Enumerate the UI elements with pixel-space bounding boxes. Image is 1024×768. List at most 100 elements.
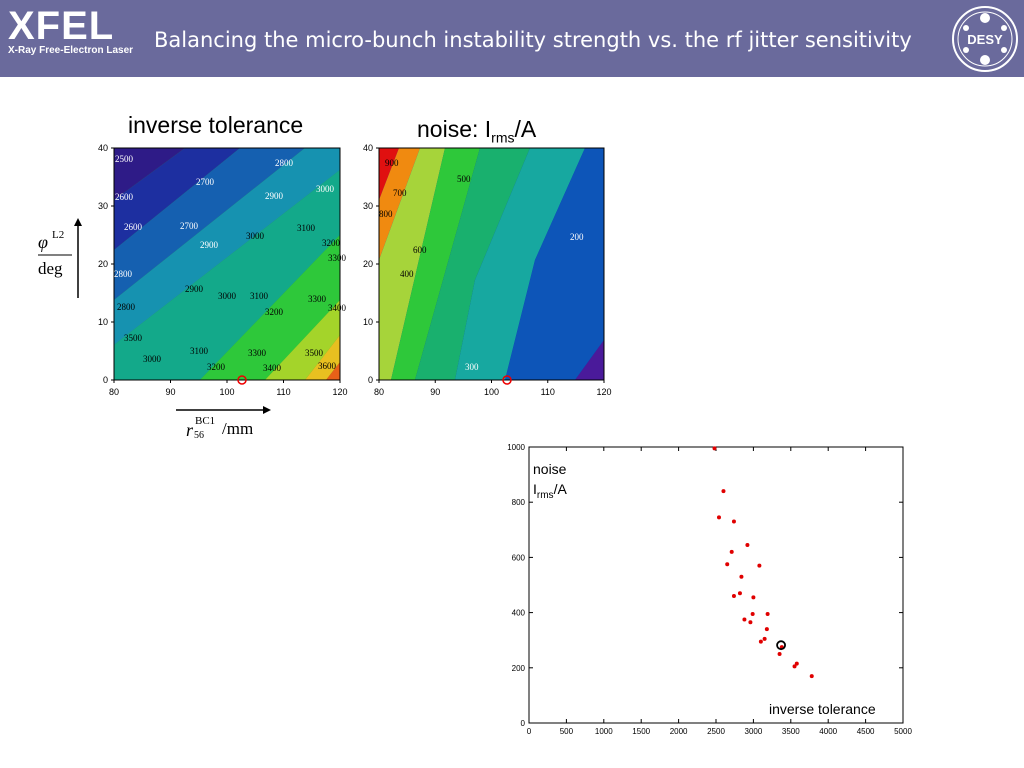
contour-label: 2900 (200, 240, 219, 250)
y-tick-label: 0 (521, 719, 526, 728)
y-tick-label: 40 (363, 143, 373, 153)
contour-label: 300 (465, 362, 479, 372)
x-tick-label: 4000 (819, 727, 837, 736)
y-tick-label: 800 (512, 498, 526, 507)
x-tick-label: 90 (165, 387, 175, 397)
x-tick-label: 500 (560, 727, 574, 736)
noise-title-sub: rms (491, 129, 515, 146)
x-tick-label: 2500 (707, 727, 725, 736)
contour-label: 3500 (124, 333, 143, 343)
contour-label: 2600 (124, 222, 143, 232)
scatter-label-inverse: inverse tolerance (769, 701, 876, 717)
scatter-point (739, 574, 744, 579)
contour-label: 3200 (265, 307, 284, 317)
x-tick-label: 120 (332, 387, 347, 397)
slide-title: Balancing the micro-bunch instability st… (154, 28, 912, 52)
x-tick-label: 120 (596, 387, 611, 397)
contour-label: 700 (393, 188, 407, 198)
y-tick-label: 20 (363, 259, 373, 269)
contour-label: 600 (413, 245, 427, 255)
x-tick-label: 5000 (894, 727, 912, 736)
highlighted-point (776, 640, 786, 651)
y-tick-label: 600 (512, 553, 526, 562)
x-tick-label: 3500 (782, 727, 800, 736)
scatter-point (745, 542, 750, 547)
contour-label: 3300 (308, 294, 327, 304)
y-tick-label: 1000 (507, 443, 525, 452)
y-tick-label: 30 (363, 201, 373, 211)
desy-logo-text: DESY (967, 32, 1003, 47)
y-label-symbol: φ (38, 232, 48, 252)
scatter-point (750, 611, 755, 616)
scatter-point (742, 617, 747, 622)
noise-title: noise: Irms/A (417, 116, 536, 146)
contour-label: 3500 (305, 348, 324, 358)
scatter-point (762, 636, 767, 641)
x-tick-label: 0 (527, 727, 532, 736)
scatter-point (751, 595, 756, 600)
x-tick-label: 80 (374, 387, 384, 397)
x-tick-label: 3000 (745, 727, 763, 736)
scatter-label-sub: rms (536, 489, 554, 501)
y-axis-label: φ L2 deg (38, 218, 82, 298)
noise-vs-inverse-tolerance-scatter: 0 500 1000 1500 2000 2500 3000 3500 4000 4500 5000… (507, 443, 912, 736)
contour-label: 2800 (114, 269, 133, 279)
x-tick-label: 90 (430, 387, 440, 397)
desy-logo-icon: DESY (952, 6, 1018, 72)
scatter-point (809, 674, 814, 679)
contour-label: 2600 (115, 192, 134, 202)
x-tick-label: 1500 (632, 727, 650, 736)
noise-title-suffix: /A (514, 116, 537, 142)
inverse-tolerance-title: inverse tolerance (128, 112, 304, 138)
operating-point-marker (502, 375, 512, 385)
contour-label: 3100 (190, 346, 209, 356)
contour-label: 3200 (322, 238, 341, 248)
x-tick-label: 100 (219, 387, 234, 397)
x-tick-label: 110 (541, 387, 555, 397)
scatter-point (737, 591, 742, 596)
x-tick-label: 4500 (857, 727, 875, 736)
contour-label: 2900 (185, 284, 204, 294)
scatter-point (716, 515, 721, 520)
contour-label: 3000 (218, 291, 237, 301)
contour-label: 3100 (250, 291, 269, 301)
scatter-point (731, 594, 736, 599)
noise-title-prefix: noise: I (417, 116, 492, 142)
scatter-point (777, 652, 782, 656)
contour-label: 2700 (196, 177, 215, 187)
x-label-sub: 56 (194, 430, 204, 441)
scatter-point (764, 627, 769, 632)
y-tick-label: 30 (98, 201, 108, 211)
x-tick-label: 110 (276, 387, 290, 397)
xfel-logo-subtitle: X-Ray Free-Electron Laser (8, 45, 134, 56)
contour-label: 3100 (297, 223, 316, 233)
scatter-label-unit: /A (553, 481, 567, 497)
scatter-point (721, 489, 726, 494)
scatter-label-irms: Irms/A (533, 481, 567, 501)
y-tick-label: 40 (98, 143, 108, 153)
scatter-point (729, 549, 734, 554)
scatter-label-I: I (533, 481, 537, 497)
x-axis-label: r BC1 56 /mm (176, 406, 271, 441)
scatter-point (731, 519, 736, 524)
y-tick-label: 10 (98, 317, 108, 327)
contour-label: 3200 (207, 362, 226, 372)
header-bar: XFEL X-Ray Free-Electron Laser Balancing… (0, 0, 1024, 77)
contour-label: 900 (385, 158, 399, 168)
scatter-point (758, 639, 763, 644)
contour-label: 400 (400, 269, 414, 279)
y-label-unit: deg (38, 259, 63, 278)
contour-label: 3000 (246, 231, 265, 241)
contour-label: 3000 (316, 184, 335, 194)
x-tick-label: 2000 (670, 727, 688, 736)
x-label-unit: /mm (222, 419, 253, 438)
contour-label: 3600 (318, 361, 337, 371)
x-label-sup: BC1 (195, 415, 215, 427)
contour-label: 800 (379, 209, 393, 219)
contour-label: 2900 (265, 191, 284, 201)
scatter-point (757, 563, 762, 568)
operating-point-marker (237, 375, 247, 385)
contour-label: 2800 (275, 158, 294, 168)
y-tick-label: 10 (363, 317, 373, 327)
